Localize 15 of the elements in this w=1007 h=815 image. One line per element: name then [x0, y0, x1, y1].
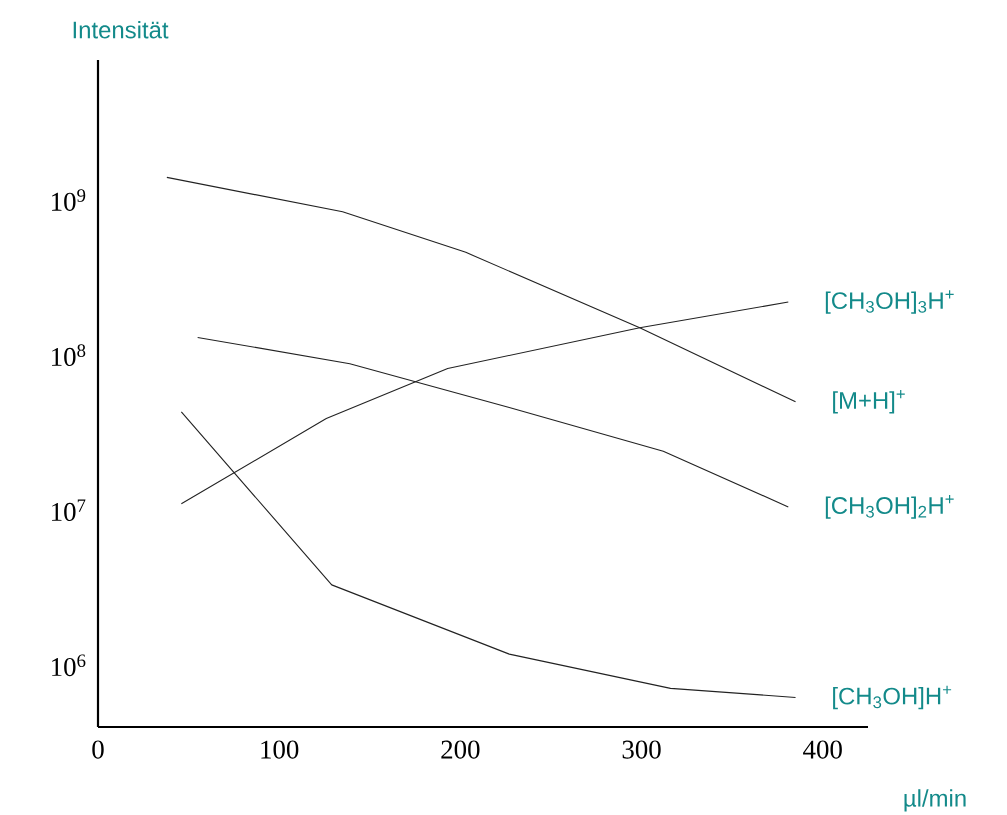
y-tick-label: 10$^{6}$	[52, 654, 86, 677]
y-tick-label: 10$^{8}$	[52, 344, 86, 367]
x-axis-title: µl/min	[904, 789, 966, 812]
series-label: [CH$_{3}$OH]H$^{+}$	[833, 685, 952, 710]
x-tick-label: 0	[92, 740, 104, 759]
y-tick-label: 10$^{7}$	[52, 499, 86, 522]
x-tick-label: 200	[441, 740, 480, 759]
x-tick-label: 100	[261, 740, 299, 759]
series-label: [CH$_{3}$OH]$_{3}$H$^{+}$	[825, 290, 954, 314]
y-axis-title: Intensität	[73, 20, 169, 39]
y-tick-label: 10$^{9}$	[52, 189, 86, 211]
series-label: [CH$_{3}$OH]$_{2}$H$^{+}$	[825, 495, 954, 519]
series-label: [M+H]$^{+}$	[833, 390, 905, 414]
x-tick-label: 300	[622, 740, 661, 759]
x-tick-label: 400	[803, 740, 842, 759]
